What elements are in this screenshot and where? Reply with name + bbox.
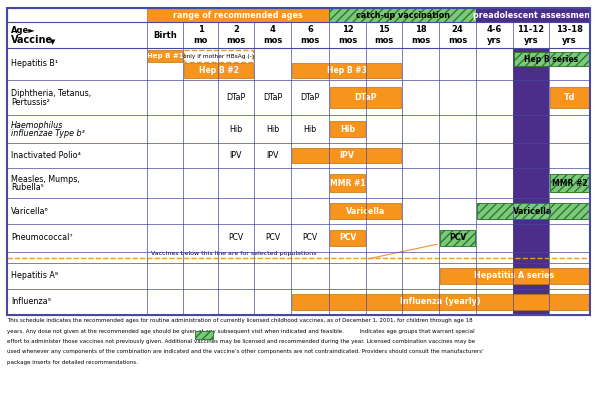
FancyBboxPatch shape: [330, 121, 365, 137]
FancyBboxPatch shape: [184, 50, 253, 62]
FancyBboxPatch shape: [148, 50, 182, 62]
Text: years. Any dose not given at the recommended age should be given at any subseque: years. Any dose not given at the recomme…: [7, 329, 474, 333]
Text: preadolescent assessment: preadolescent assessment: [473, 11, 594, 19]
Text: Varicella⁶: Varicella⁶: [11, 207, 49, 216]
FancyBboxPatch shape: [514, 52, 589, 66]
Text: Rubella⁵: Rubella⁵: [11, 184, 44, 192]
Text: DTaP: DTaP: [354, 93, 377, 102]
Text: PCV: PCV: [302, 233, 318, 243]
FancyBboxPatch shape: [292, 294, 589, 310]
Text: Varicella: Varicella: [513, 207, 552, 216]
FancyBboxPatch shape: [477, 203, 589, 218]
Text: Pertussis²: Pertussis²: [11, 98, 50, 107]
Text: Hep B #3: Hep B #3: [327, 66, 367, 75]
Text: MMR #2: MMR #2: [479, 179, 511, 188]
Text: 15
mos: 15 mos: [374, 25, 393, 45]
Text: 2
mos: 2 mos: [226, 25, 246, 45]
FancyBboxPatch shape: [330, 230, 365, 246]
Text: Hep B series: Hep B series: [524, 55, 579, 64]
Text: Hepatitis A series: Hepatitis A series: [474, 271, 555, 280]
Text: 13-18
yrs: 13-18 yrs: [556, 25, 583, 45]
Text: Hep B #1: Hep B #1: [147, 53, 184, 59]
FancyBboxPatch shape: [550, 174, 589, 192]
FancyBboxPatch shape: [476, 8, 590, 22]
Text: package inserts for detailed recommendations.: package inserts for detailed recommendat…: [7, 360, 138, 365]
Text: Hep B #2: Hep B #2: [198, 66, 238, 75]
Text: DTaP: DTaP: [300, 93, 319, 102]
FancyBboxPatch shape: [147, 8, 329, 22]
Text: Age►: Age►: [11, 26, 36, 35]
Text: ▼: ▼: [50, 39, 55, 45]
Text: IPV: IPV: [229, 151, 242, 160]
Text: Influenza⁹: Influenza⁹: [11, 297, 51, 307]
FancyBboxPatch shape: [292, 63, 401, 78]
Text: DTaP: DTaP: [485, 93, 504, 102]
Text: 1
mo: 1 mo: [193, 25, 207, 45]
Text: This schedule indicates the recommended ages for routine administration of curre: This schedule indicates the recommended …: [7, 318, 473, 323]
FancyBboxPatch shape: [440, 269, 589, 284]
Text: PPV: PPV: [488, 233, 502, 243]
Text: Hepatitis B¹: Hepatitis B¹: [11, 60, 58, 68]
Text: IPV: IPV: [266, 151, 279, 160]
FancyBboxPatch shape: [7, 48, 590, 315]
Text: Measles, Mumps,: Measles, Mumps,: [11, 175, 80, 184]
Text: Td: Td: [564, 93, 575, 102]
Text: Vaccine: Vaccine: [11, 35, 53, 45]
Text: 6
mos: 6 mos: [300, 25, 319, 45]
Text: only if mother HBsAg (-): only if mother HBsAg (-): [183, 54, 254, 58]
Text: effort to administer those vaccines not previously given. Additional vaccines ma: effort to administer those vaccines not …: [7, 339, 475, 344]
Text: Hepatitis A⁸: Hepatitis A⁸: [11, 271, 58, 280]
Text: Hib: Hib: [340, 124, 355, 134]
Text: MMR #2: MMR #2: [552, 179, 587, 188]
FancyBboxPatch shape: [7, 22, 590, 48]
Text: catch-up vaccination: catch-up vaccination: [355, 11, 449, 19]
FancyBboxPatch shape: [513, 48, 549, 315]
Text: 4-6
yrs: 4-6 yrs: [487, 25, 502, 45]
Text: influenzae Type b³: influenzae Type b³: [11, 130, 85, 139]
FancyBboxPatch shape: [195, 331, 213, 339]
Text: IPV: IPV: [488, 151, 501, 160]
FancyBboxPatch shape: [184, 63, 253, 78]
Text: Birth: Birth: [153, 30, 177, 40]
Text: Varicella: Varicella: [346, 207, 385, 216]
FancyBboxPatch shape: [292, 148, 401, 163]
Text: 4
mos: 4 mos: [263, 25, 282, 45]
Text: Diphtheria, Tetanus,: Diphtheria, Tetanus,: [11, 89, 91, 98]
FancyBboxPatch shape: [329, 8, 476, 22]
Text: DTaP: DTaP: [226, 93, 246, 102]
Text: Vaccines below this line are for selected populations: Vaccines below this line are for selecte…: [151, 252, 316, 256]
Text: Influenza (yearly): Influenza (yearly): [400, 297, 481, 307]
Text: 11-12
yrs: 11-12 yrs: [517, 25, 545, 45]
Text: used whenever any components of the combination are indicated and the vaccine’s : used whenever any components of the comb…: [7, 350, 484, 354]
FancyBboxPatch shape: [330, 203, 401, 218]
Text: PCV: PCV: [339, 233, 356, 243]
Text: Hib: Hib: [303, 124, 316, 134]
Text: range of recommended ages: range of recommended ages: [173, 11, 303, 19]
FancyBboxPatch shape: [550, 87, 589, 108]
Text: PCV: PCV: [228, 233, 244, 243]
Text: Haemophilus: Haemophilus: [11, 120, 63, 130]
Text: 24
mos: 24 mos: [448, 25, 467, 45]
Text: Hib: Hib: [266, 124, 279, 134]
Text: Pneumococcal⁷: Pneumococcal⁷: [11, 233, 73, 243]
Text: PCV: PCV: [265, 233, 280, 243]
Text: 18
mos: 18 mos: [411, 25, 430, 45]
FancyBboxPatch shape: [330, 174, 365, 192]
Text: Hib: Hib: [229, 124, 243, 134]
Text: IPV: IPV: [339, 151, 354, 160]
Text: DTaP: DTaP: [263, 93, 282, 102]
Text: MMR #1: MMR #1: [330, 179, 365, 188]
Text: 12
mos: 12 mos: [338, 25, 357, 45]
Text: PCV: PCV: [449, 233, 466, 243]
FancyBboxPatch shape: [440, 230, 475, 246]
Text: Inactivated Polio⁴: Inactivated Polio⁴: [11, 151, 81, 160]
FancyBboxPatch shape: [330, 87, 401, 108]
